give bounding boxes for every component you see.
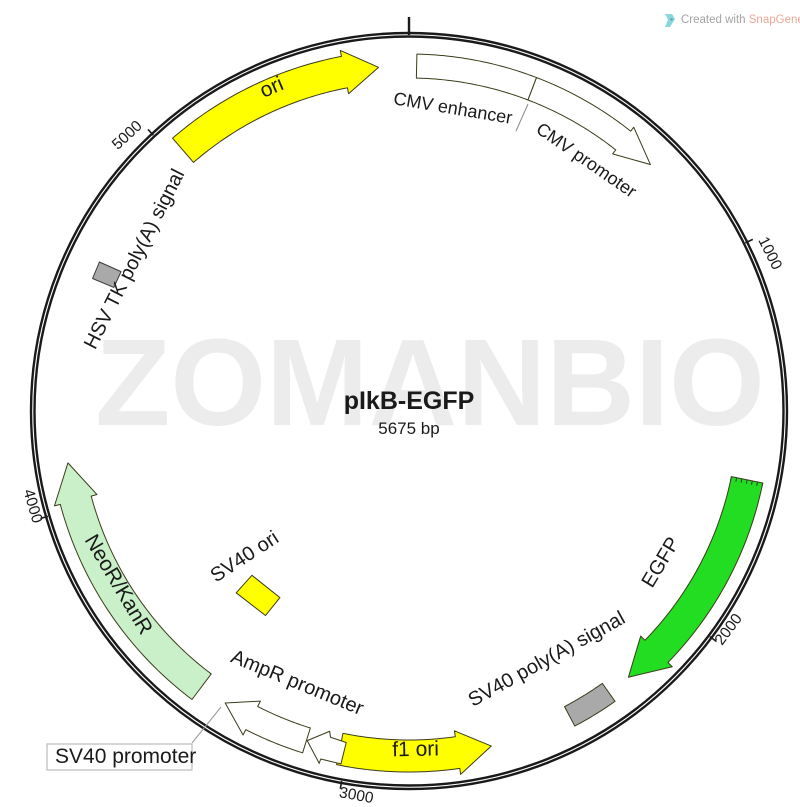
- svg-text:5675 bp: 5675 bp: [378, 419, 439, 438]
- svg-text:EGFP: EGFP: [638, 533, 685, 591]
- svg-text:SV40 promoter: SV40 promoter: [55, 745, 196, 768]
- svg-text:CMV enhancer: CMV enhancer: [392, 88, 514, 128]
- svg-text:4000: 4000: [19, 487, 45, 525]
- svg-text:f1 ori: f1 ori: [392, 737, 439, 761]
- svg-text:pIkB-EGFP: pIkB-EGFP: [344, 387, 475, 415]
- svg-text:SV40 ori: SV40 ori: [207, 527, 283, 587]
- svg-text:5000: 5000: [109, 117, 146, 153]
- svg-text:Created with SnapGene®: Created with SnapGene®: [681, 14, 800, 26]
